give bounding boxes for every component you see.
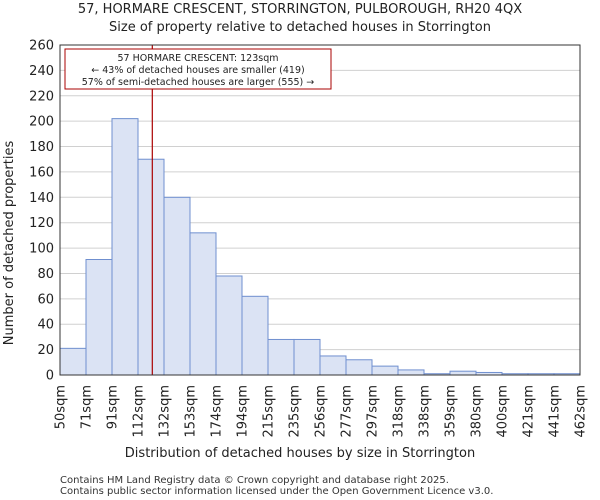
x-axis-label: Distribution of detached houses by size …	[125, 446, 475, 461]
annotation-line-2: ← 43% of detached houses are smaller (41…	[91, 65, 304, 76]
footer-line-2: Contains public sector information licen…	[60, 486, 493, 497]
bar	[163, 196, 191, 376]
bars	[59, 118, 581, 376]
bar	[293, 338, 321, 376]
y-tick-label: 80	[37, 267, 54, 282]
x-tick-label: 194sqm	[236, 385, 251, 438]
x-tick-label: 132sqm	[158, 385, 173, 438]
y-tick-label: 260	[29, 39, 54, 54]
bar	[397, 369, 425, 376]
chart-title: 57, HORMARE CRESCENT, STORRINGTON, PULBO…	[78, 2, 522, 17]
x-tick-label: 256sqm	[314, 385, 329, 438]
x-tick-label: 153sqm	[184, 385, 199, 438]
footer-line-1: Contains HM Land Registry data © Crown c…	[60, 475, 449, 486]
y-tick-label: 120	[29, 216, 54, 231]
y-tick-label: 60	[37, 292, 54, 307]
x-tick-label: 338sqm	[418, 385, 433, 438]
x-tick-label: 91sqm	[106, 385, 121, 429]
x-tick-label: 215sqm	[262, 385, 277, 438]
x-tick-label: 277sqm	[340, 385, 355, 438]
y-tick-label: 20	[37, 343, 54, 358]
bar	[189, 232, 217, 376]
x-tick-label: 380sqm	[470, 385, 485, 438]
annotation-line-3: 57% of semi-detached houses are larger (…	[82, 77, 315, 88]
bar	[137, 158, 165, 376]
bar	[345, 359, 373, 376]
x-tick-label: 400sqm	[496, 385, 511, 438]
y-tick-label: 160	[29, 165, 54, 180]
bar	[111, 118, 139, 376]
y-tick-label: 0	[46, 369, 54, 384]
y-tick-label: 200	[29, 115, 54, 130]
x-tick-label: 297sqm	[366, 385, 381, 438]
y-tick-label: 140	[29, 191, 54, 206]
x-tick-label: 462sqm	[574, 385, 589, 438]
x-tick-label: 235sqm	[288, 385, 303, 438]
bar	[59, 347, 87, 376]
bar	[449, 370, 477, 376]
annotation-box: 57 HORMARE CRESCENT: 123sqm ← 43% of det…	[64, 48, 332, 90]
y-axis-ticks: 0 20 40 60 80 100 120 140 160 180 200 220 240 260	[29, 39, 54, 384]
chart-subtitle: Size of property relative to detached ho…	[109, 20, 491, 35]
y-tick-label: 240	[29, 64, 54, 79]
y-tick-label: 180	[29, 140, 54, 155]
x-tick-label: 318sqm	[392, 385, 407, 438]
plot-frame	[59, 44, 581, 376]
bar	[267, 338, 295, 376]
x-tick-label: 112sqm	[132, 385, 147, 438]
y-axis-label: Number of detached properties	[2, 141, 17, 346]
bar	[215, 275, 243, 376]
x-tick-label: 50sqm	[54, 385, 69, 429]
x-tick-label: 174sqm	[210, 385, 225, 438]
x-tick-label: 441sqm	[548, 385, 563, 438]
y-tick-label: 220	[29, 89, 54, 104]
annotation-frame	[64, 48, 332, 90]
x-tick-label: 359sqm	[444, 385, 459, 438]
y-tick-label: 40	[37, 318, 54, 333]
bar	[241, 295, 269, 376]
bar	[85, 259, 113, 376]
bar	[371, 365, 399, 376]
y-tick-label: 100	[29, 242, 54, 257]
annotation-line-1: 57 HORMARE CRESCENT: 123sqm	[117, 53, 278, 64]
bar	[319, 355, 347, 376]
x-axis-ticks: 50sqm 71sqm 91sqm 112sqm 132sqm 153sqm 174sqm 1…	[54, 385, 589, 438]
x-tick-label: 421sqm	[522, 385, 537, 438]
x-tick-label: 71sqm	[80, 385, 95, 429]
